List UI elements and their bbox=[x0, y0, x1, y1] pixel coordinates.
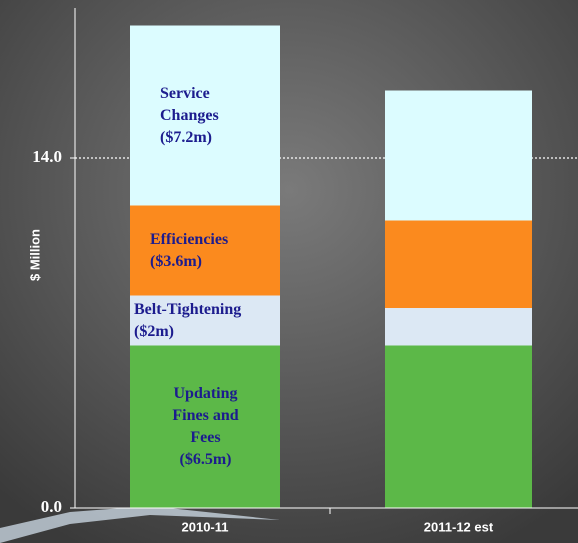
bar-segment bbox=[130, 345, 280, 508]
y-tick-label: 0.0 bbox=[41, 497, 62, 516]
segment-label-box: Service Changes ($7.2m) bbox=[160, 26, 260, 206]
bar-segment bbox=[385, 220, 532, 308]
segment-label-box: Efficiencies ($3.6m) bbox=[150, 206, 280, 296]
segment-label: Efficiencies ($3.6m) bbox=[150, 206, 280, 296]
segment-label-box: Updating Fines and Fees ($6.5m) bbox=[158, 346, 253, 509]
x-tick-label: 2010-11 bbox=[182, 519, 229, 534]
value-label: ($7.2m) bbox=[160, 128, 212, 146]
bar-segment bbox=[385, 345, 532, 508]
y-tick-label: 14.0 bbox=[32, 147, 62, 166]
series-name: Belt-Tightening bbox=[134, 300, 242, 318]
bar-segment bbox=[385, 90, 532, 221]
bar-segment bbox=[130, 295, 280, 346]
decoration bbox=[0, 506, 280, 543]
bar-segment bbox=[385, 308, 532, 346]
segment-label: Service Changes ($7.2m) bbox=[160, 26, 260, 206]
series-name: Service Changes bbox=[160, 84, 219, 124]
value-label: ($2m) bbox=[134, 322, 174, 340]
segment-label-box: Belt-Tightening ($2m) bbox=[134, 296, 284, 346]
segment-label: Updating Fines and Fees ($6.5m) bbox=[158, 346, 253, 509]
segment-label: Belt-Tightening ($2m) bbox=[134, 296, 284, 346]
bar-segment bbox=[130, 205, 280, 296]
series-name: Efficiencies bbox=[150, 230, 229, 248]
y-axis-label: $ Million bbox=[27, 229, 42, 281]
value-label: ($3.6m) bbox=[150, 252, 202, 270]
bar-segment bbox=[130, 25, 280, 206]
value-label: ($6.5m) bbox=[179, 450, 232, 468]
x-tick-label: 2011-12 est bbox=[424, 519, 494, 534]
series-name: Updating Fines and Fees bbox=[172, 384, 239, 446]
